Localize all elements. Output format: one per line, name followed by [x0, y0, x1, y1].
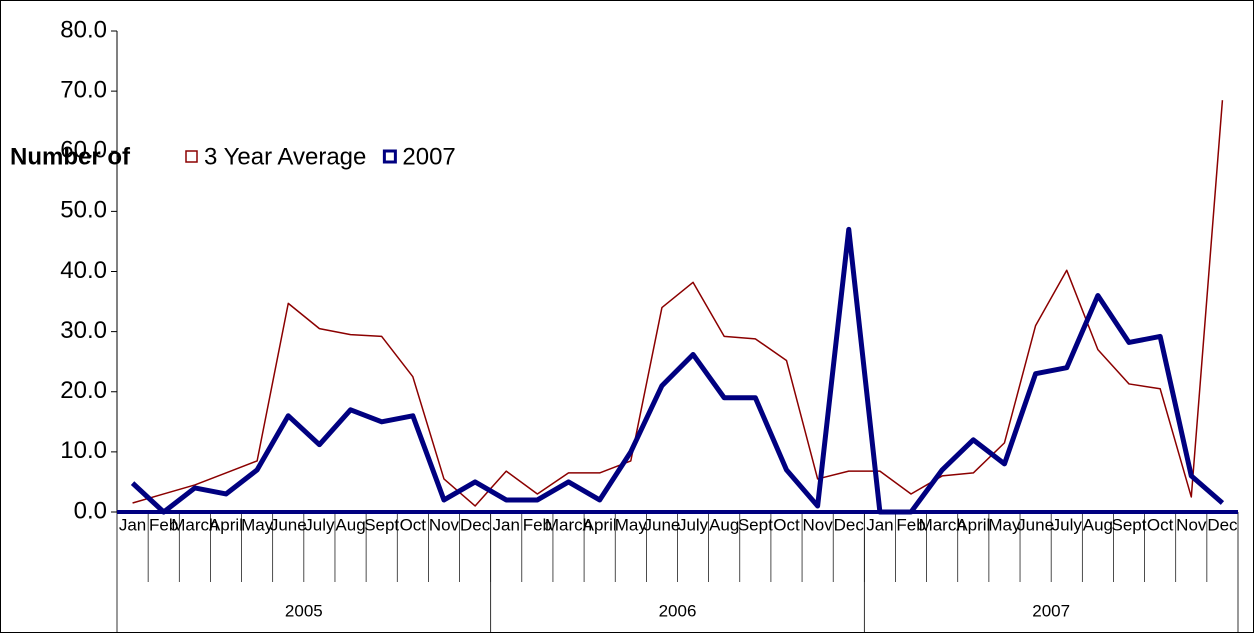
y-tick-label: 80.0 — [60, 16, 107, 43]
x-tick-label: Nov — [1176, 515, 1207, 534]
y-tick-label: 30.0 — [60, 317, 107, 344]
x-tick-label: Feb — [523, 515, 552, 534]
y-tick-label: 10.0 — [60, 437, 107, 464]
x-tick-label: Oct — [400, 515, 427, 534]
x-tick-label: Dec — [834, 515, 865, 534]
y-axis-title: Number of — [10, 143, 131, 170]
x-tick-label: Jan — [119, 515, 146, 534]
x-tick-label: Oct — [773, 515, 800, 534]
legend-label: 3 Year Average — [204, 143, 366, 170]
x-tick-label: Sept — [1112, 515, 1147, 534]
x-tick-label: April — [209, 515, 243, 534]
y-tick-label: 40.0 — [60, 257, 107, 284]
y-tick-label: 60.0 — [60, 137, 107, 164]
x-tick-label: Aug — [335, 515, 365, 534]
x-tick-label: Dec — [460, 515, 491, 534]
x-tick-label: Sept — [738, 515, 773, 534]
legend-swatch — [382, 149, 397, 164]
x-tick-label: Sept — [364, 515, 399, 534]
x-tick-label: April — [583, 515, 617, 534]
x-tick-label: Jan — [493, 515, 520, 534]
x-tick-label: March — [919, 515, 966, 534]
group-label: 2005 — [285, 601, 323, 620]
x-tick-label: Dec — [1207, 515, 1238, 534]
x-tick-label: March — [545, 515, 592, 534]
x-tick-label: Aug — [709, 515, 739, 534]
x-tick-label: May — [615, 515, 648, 534]
legend-label: 2007 — [402, 143, 455, 170]
y-tick-label: 0.0 — [74, 497, 107, 524]
x-tick-label: July — [678, 515, 709, 534]
x-tick-label: Nov — [803, 515, 834, 534]
x-tick-label: Feb — [149, 515, 178, 534]
x-tick-label: June — [270, 515, 307, 534]
y-tick-label: 70.0 — [60, 76, 107, 103]
y-tick-label: 50.0 — [60, 197, 107, 224]
x-tick-label: July — [304, 515, 335, 534]
x-tick-label: April — [956, 515, 990, 534]
legend-background — [178, 140, 548, 176]
series-line — [132, 100, 1224, 507]
group-label: 2007 — [1032, 601, 1070, 620]
x-tick-label: June — [643, 515, 680, 534]
series-line — [130, 226, 1225, 515]
x-tick-label: Nov — [429, 515, 460, 534]
x-tick-label: July — [1052, 515, 1083, 534]
x-tick-label: Jan — [866, 515, 893, 534]
y-tick-label: 20.0 — [60, 377, 107, 404]
legend: 3 Year Average 2007 — [178, 140, 548, 176]
x-tick-label: May — [241, 515, 274, 534]
x-tick-label: May — [988, 515, 1021, 534]
x-tick-label: March — [171, 515, 218, 534]
x-tick-label: June — [1017, 515, 1054, 534]
legend-swatch — [185, 150, 198, 163]
x-tick-label: Feb — [896, 515, 925, 534]
x-tick-label: Aug — [1083, 515, 1113, 534]
group-label: 2006 — [659, 601, 697, 620]
x-tick-label: Oct — [1147, 515, 1174, 534]
